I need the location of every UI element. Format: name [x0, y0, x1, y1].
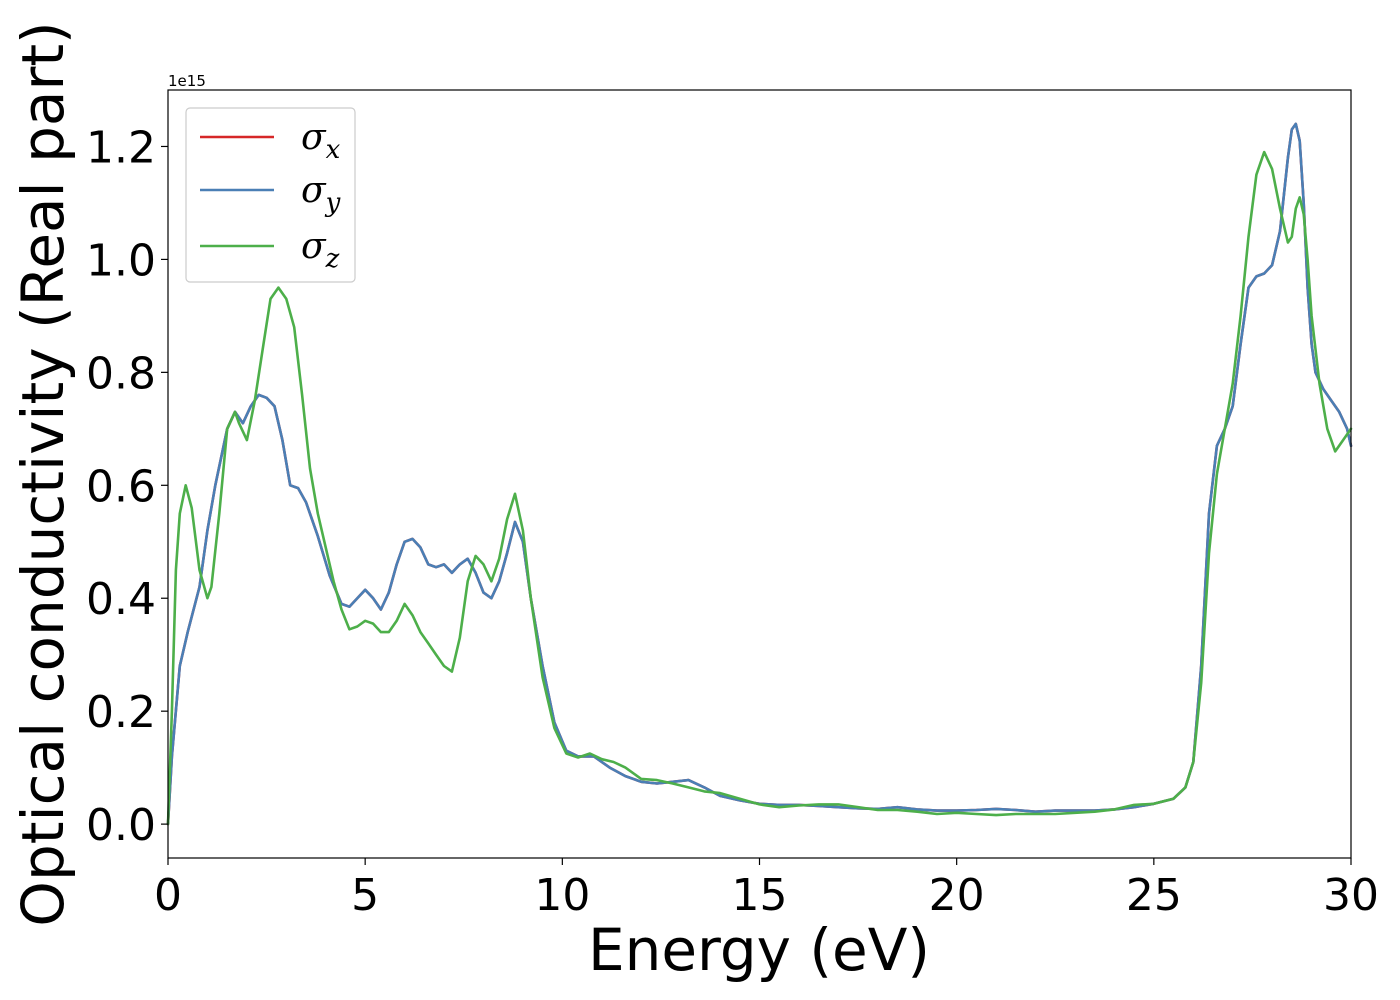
y-offset-label: 1e15	[168, 72, 206, 90]
series-line-z	[166, 150, 1353, 826]
x-tick-label: 20	[929, 870, 985, 921]
x-tick-label: 0	[154, 870, 182, 921]
x-axis-label: Energy (eV)	[588, 916, 930, 984]
legend-label-x: σx	[301, 117, 341, 165]
y-tick-label: 0.4	[86, 574, 156, 625]
x-tick-label: 10	[534, 870, 590, 921]
x-tick-label: 25	[1126, 870, 1182, 921]
legend-label-y: σy	[301, 170, 341, 218]
y-axis-label: Optical conductivity (Real part)	[9, 21, 77, 926]
y-tick-label: 0.8	[86, 348, 156, 399]
x-tick-label: 30	[1323, 870, 1379, 921]
x-axis: 0 5 10 15 20 25 30	[154, 858, 1379, 921]
legend-label-z: σz	[301, 226, 340, 274]
legend-box	[185, 107, 356, 283]
y-tick-label: 0.2	[86, 687, 156, 738]
y-tick-label: 1.0	[86, 235, 156, 286]
legend: σx σy σz	[185, 107, 356, 283]
series-line-y	[166, 122, 1353, 826]
x-tick-label: 15	[732, 870, 788, 921]
series-lines	[166, 122, 1353, 826]
y-tick-label: 0.0	[86, 800, 156, 851]
y-axis: 0.0 0.2 0.4 0.6 0.8 1.0 1.2	[86, 122, 168, 851]
y-tick-label: 0.6	[86, 461, 156, 512]
y-tick-label: 1.2	[86, 122, 156, 173]
x-tick-label: 5	[351, 870, 379, 921]
